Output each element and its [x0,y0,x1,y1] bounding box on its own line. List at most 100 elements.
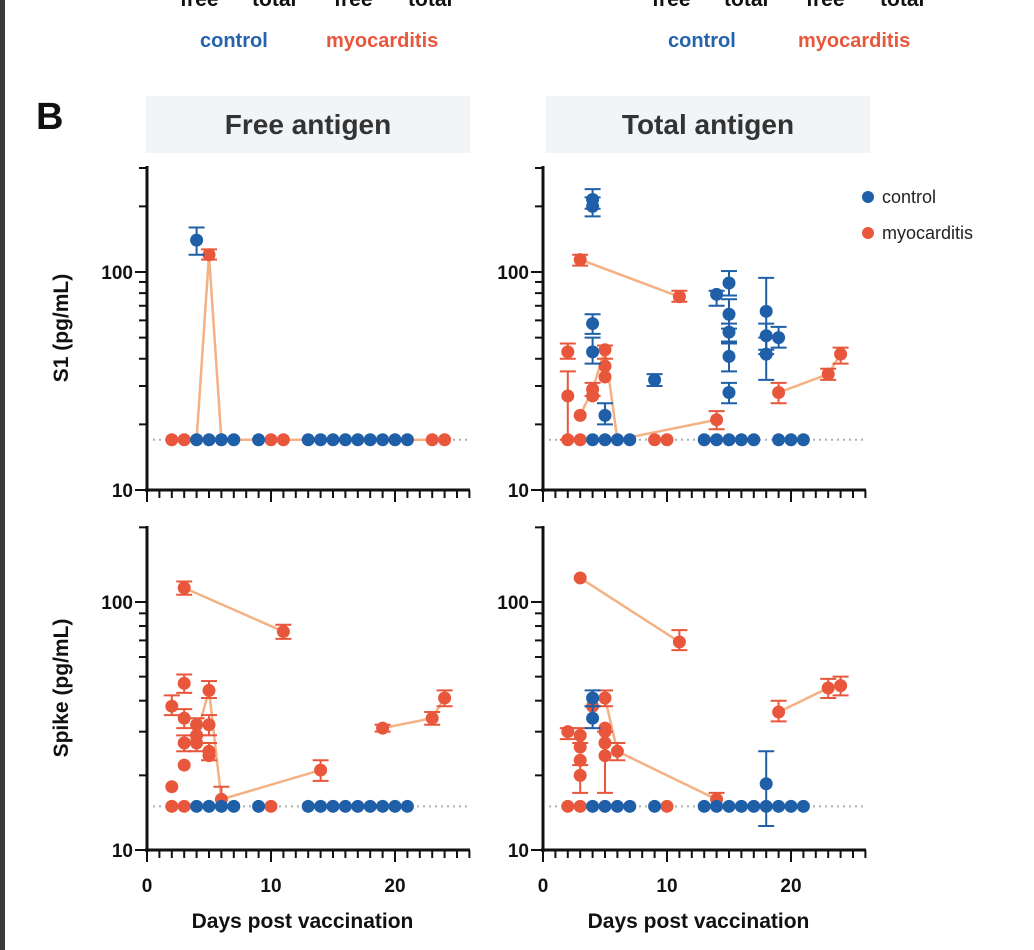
point-control [722,799,736,813]
point-control [586,199,600,213]
point-control [376,799,390,813]
point-control [710,287,724,301]
point-control [326,799,340,813]
point-myocarditis [438,433,452,447]
point-control [759,347,773,361]
point-myocarditis [177,581,191,595]
legend-label-myocarditis: myocarditis [882,223,973,243]
point-control [586,345,600,359]
point-myocarditis [821,367,835,381]
series-line [171,254,445,442]
point-control [363,799,377,813]
point-control [796,799,810,813]
x-tick-label: 20 [780,876,801,897]
group-label-control: control [668,30,736,52]
point-control [697,433,711,447]
sublabel: free [806,0,845,12]
point-myocarditis [314,763,328,777]
point-myocarditis [660,433,674,447]
point-myocarditis [573,728,587,742]
point-myocarditis [834,679,848,693]
point-control [252,433,266,447]
point-control [190,233,204,247]
point-myocarditis [598,691,612,705]
point-myocarditis [586,389,600,403]
x-tick-label: 0 [142,876,153,897]
point-myocarditis [710,413,724,427]
sublabel: total [880,0,924,12]
point-control [623,433,637,447]
point-myocarditis [190,718,204,732]
point-myocarditis [598,749,612,763]
point-myocarditis [598,359,612,373]
point-control [796,433,810,447]
legend-marker-control [862,191,874,203]
point-control [314,433,328,447]
point-control [610,433,624,447]
panel-letter: B [36,96,64,138]
point-myocarditis [648,433,662,447]
point-myocarditis [561,725,575,739]
point-control [202,433,216,447]
x-tick-label: 20 [384,876,405,897]
point-control [772,433,786,447]
sublabel: free [652,0,691,12]
point-myocarditis [165,780,179,794]
point-control [363,433,377,447]
point-control [400,433,414,447]
sublabel: total [408,0,452,12]
point-control [314,799,328,813]
point-myocarditis [425,433,439,447]
legend-marker-myocarditis [862,227,874,239]
y-tick-label: 10 [112,841,133,862]
point-control [648,373,662,387]
y-tick-label: 10 [112,481,133,502]
point-control [710,433,724,447]
point-control [400,799,414,813]
point-myocarditis [660,799,674,813]
point-myocarditis [672,290,686,304]
point-myocarditis [561,389,575,403]
point-myocarditis [573,408,587,422]
point-control [722,386,736,400]
point-control [747,799,761,813]
point-control [190,799,204,813]
point-myocarditis [573,753,587,767]
point-myocarditis [573,253,587,267]
group-label-myocarditis: myocarditis [798,30,911,52]
series-line [183,690,223,800]
point-myocarditis [165,699,179,713]
point-control [586,711,600,725]
point-control [710,799,724,813]
x-tick-label: 0 [538,876,549,897]
point-control [623,799,637,813]
point-myocarditis [202,683,216,697]
point-myocarditis [425,711,439,725]
panel-0: 10 100 S1 (pg/mL) [50,166,471,502]
panel-3: 10 100 0 10 20 Days post vaccination [497,526,867,933]
point-control [252,799,266,813]
y-tick-label: 100 [497,593,529,614]
point-control [734,799,748,813]
point-myocarditis [264,433,278,447]
point-control [598,408,612,422]
point-myocarditis [264,799,278,813]
point-control [326,433,340,447]
y-axis-label: S1 (pg/mL) [50,274,73,383]
panel-1: 10 100 control myocarditis [497,166,973,502]
point-myocarditis [772,705,786,719]
x-axis-label: Days post vaccination [192,910,414,933]
column-title-total: Total antigen [546,96,870,153]
point-control [376,433,390,447]
point-control [214,799,228,813]
point-control [388,799,402,813]
point-myocarditis [202,718,216,732]
point-myocarditis [177,711,191,725]
point-control [759,304,773,318]
point-control [722,433,736,447]
sublabel: total [252,0,296,12]
point-myocarditis [561,433,575,447]
sublabel: total [724,0,768,12]
point-control [202,799,216,813]
